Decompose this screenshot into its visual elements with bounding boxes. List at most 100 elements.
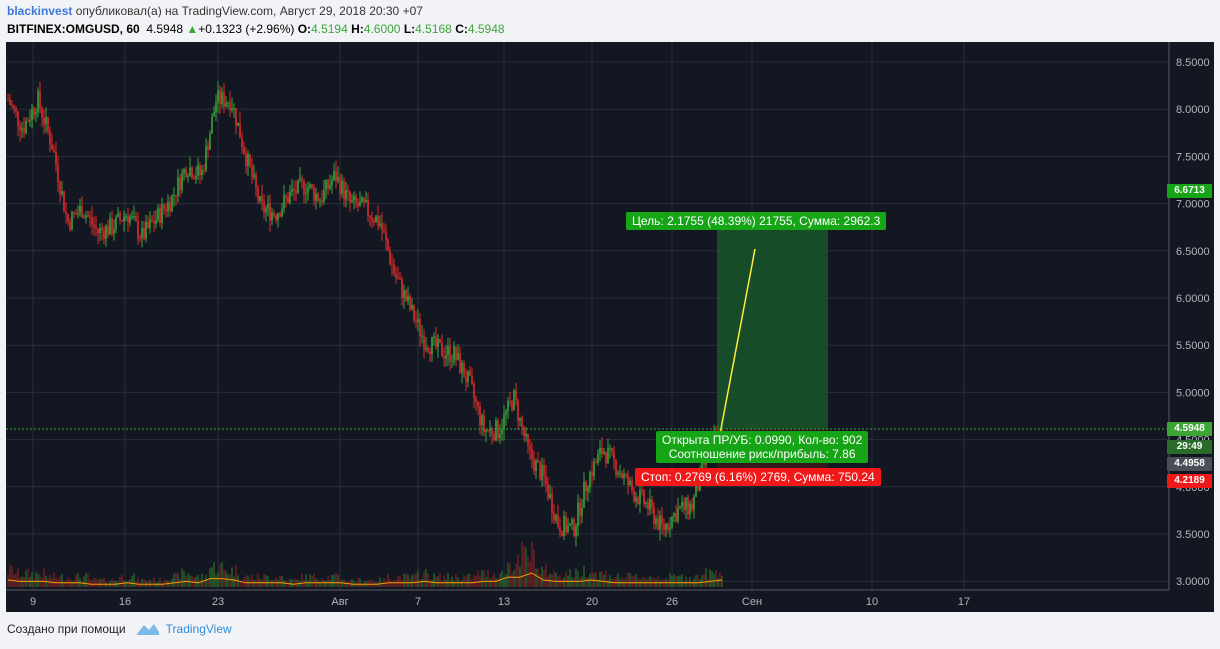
candle-body xyxy=(121,220,123,222)
candle-body xyxy=(511,401,513,410)
candle-body xyxy=(107,225,109,235)
volume-bar xyxy=(327,575,329,587)
volume-bar xyxy=(127,581,129,587)
candle-body xyxy=(499,434,501,439)
candle-body xyxy=(581,507,583,516)
candles xyxy=(7,81,723,547)
volume-bar xyxy=(133,573,135,587)
volume-bar xyxy=(123,580,125,587)
countdown-tag: 29:49 xyxy=(1167,440,1212,454)
candle-body xyxy=(599,447,601,455)
candle-body xyxy=(261,195,263,202)
candle-body xyxy=(633,490,635,502)
volume-bar xyxy=(435,576,437,587)
candle-body xyxy=(601,447,603,454)
candle-body xyxy=(657,518,659,530)
volume-bar xyxy=(463,575,465,587)
volume-bar xyxy=(627,572,629,587)
tradingview-link[interactable]: TradingView xyxy=(165,622,232,636)
candle-body xyxy=(115,216,117,230)
volume-bar xyxy=(9,564,11,587)
volume-bar xyxy=(17,568,19,587)
price-axis: 8.5000 8.0000 7.5000 7.0000 6.5000 6.0000 5.50… xyxy=(1176,57,1210,588)
candle-body xyxy=(257,187,259,201)
volume-bar xyxy=(469,573,471,587)
position-info[interactable]: Открыта ПР/УБ: 0.0990, Кол-во: 902 Соотно… xyxy=(656,431,869,463)
volume-bar xyxy=(223,569,225,587)
candle-body xyxy=(443,356,445,359)
candle-body xyxy=(607,447,609,463)
volume-bar xyxy=(663,579,665,587)
candle-body xyxy=(247,154,249,167)
volume-bar xyxy=(607,579,609,587)
candle-body xyxy=(505,411,507,415)
volume-bar xyxy=(651,577,653,587)
candle-body xyxy=(485,430,487,433)
volume-bar xyxy=(431,579,433,587)
candle-body xyxy=(491,428,493,435)
grid xyxy=(6,42,1169,590)
candle-body xyxy=(587,487,589,492)
chart-area[interactable]: 8.5000 8.0000 7.5000 7.0000 6.5000 6.0000 5.50… xyxy=(6,42,1214,612)
crosshair-price-tag: 4.4958 xyxy=(1167,457,1212,471)
author-link[interactable]: blackinvest xyxy=(7,4,73,18)
candle-body xyxy=(33,108,35,115)
candle-body xyxy=(207,145,209,150)
candle-body xyxy=(415,320,417,323)
candle-body xyxy=(25,121,27,133)
chart-canvas[interactable]: 8.5000 8.0000 7.5000 7.0000 6.5000 6.0000 5.50… xyxy=(6,42,1214,612)
stop-label[interactable]: Стоп: 0.2769 (6.16%) 2769, Сумма: 750.24 xyxy=(635,468,881,486)
volume-bar xyxy=(393,580,395,587)
volume-bar xyxy=(49,574,51,587)
target-zone xyxy=(717,228,828,429)
candle-body xyxy=(73,212,75,214)
volume-bar xyxy=(261,579,263,587)
volume-bar xyxy=(447,572,449,587)
volume-bar xyxy=(569,569,571,587)
volume-bar xyxy=(475,575,477,587)
volume-ma-line xyxy=(7,572,723,585)
candle-body xyxy=(471,375,473,384)
candle-body xyxy=(647,502,649,510)
candle-body xyxy=(529,445,531,450)
price-tick-label: 3.0000 xyxy=(1176,576,1210,588)
volume-bar xyxy=(671,576,673,587)
candle-body xyxy=(691,503,693,510)
candle-body xyxy=(279,213,281,217)
volume-bar xyxy=(643,576,645,587)
candle-body xyxy=(333,171,335,181)
candle-body xyxy=(593,461,595,477)
volume-bar xyxy=(111,578,113,587)
volume-bar xyxy=(287,582,289,587)
volume-bar xyxy=(443,575,445,587)
target-label[interactable]: Цель: 2.1755 (48.39%) 21755, Сумма: 2962… xyxy=(626,212,887,230)
candle-body xyxy=(145,221,147,239)
candle-body xyxy=(413,304,415,321)
volume-bar xyxy=(187,573,189,587)
candle-body xyxy=(105,225,107,240)
volume-bar xyxy=(545,563,547,587)
volume-bar xyxy=(577,571,579,587)
volume-bar xyxy=(71,581,73,587)
volume-bar xyxy=(135,582,137,587)
volume-bar xyxy=(595,571,597,587)
volume-bar xyxy=(39,574,41,587)
candle-body xyxy=(649,499,651,510)
candle-body xyxy=(125,215,127,217)
candle-body xyxy=(697,483,699,491)
volume-bar xyxy=(31,571,33,587)
candle-body xyxy=(297,179,299,193)
candle-body xyxy=(703,462,705,465)
candle-body xyxy=(695,483,697,497)
volume-bar xyxy=(161,583,163,587)
high-value: 4.6000 xyxy=(363,22,401,36)
candle-body xyxy=(11,104,13,106)
volume-bar xyxy=(483,569,485,587)
volume-bar xyxy=(341,580,343,587)
volume-bar xyxy=(679,575,681,587)
volume-bar xyxy=(417,570,419,587)
candle-body xyxy=(79,206,81,214)
volume-bars xyxy=(7,541,723,587)
price-change: +0.1323 (+2.96%) xyxy=(198,22,295,36)
volume-bar xyxy=(697,574,699,587)
